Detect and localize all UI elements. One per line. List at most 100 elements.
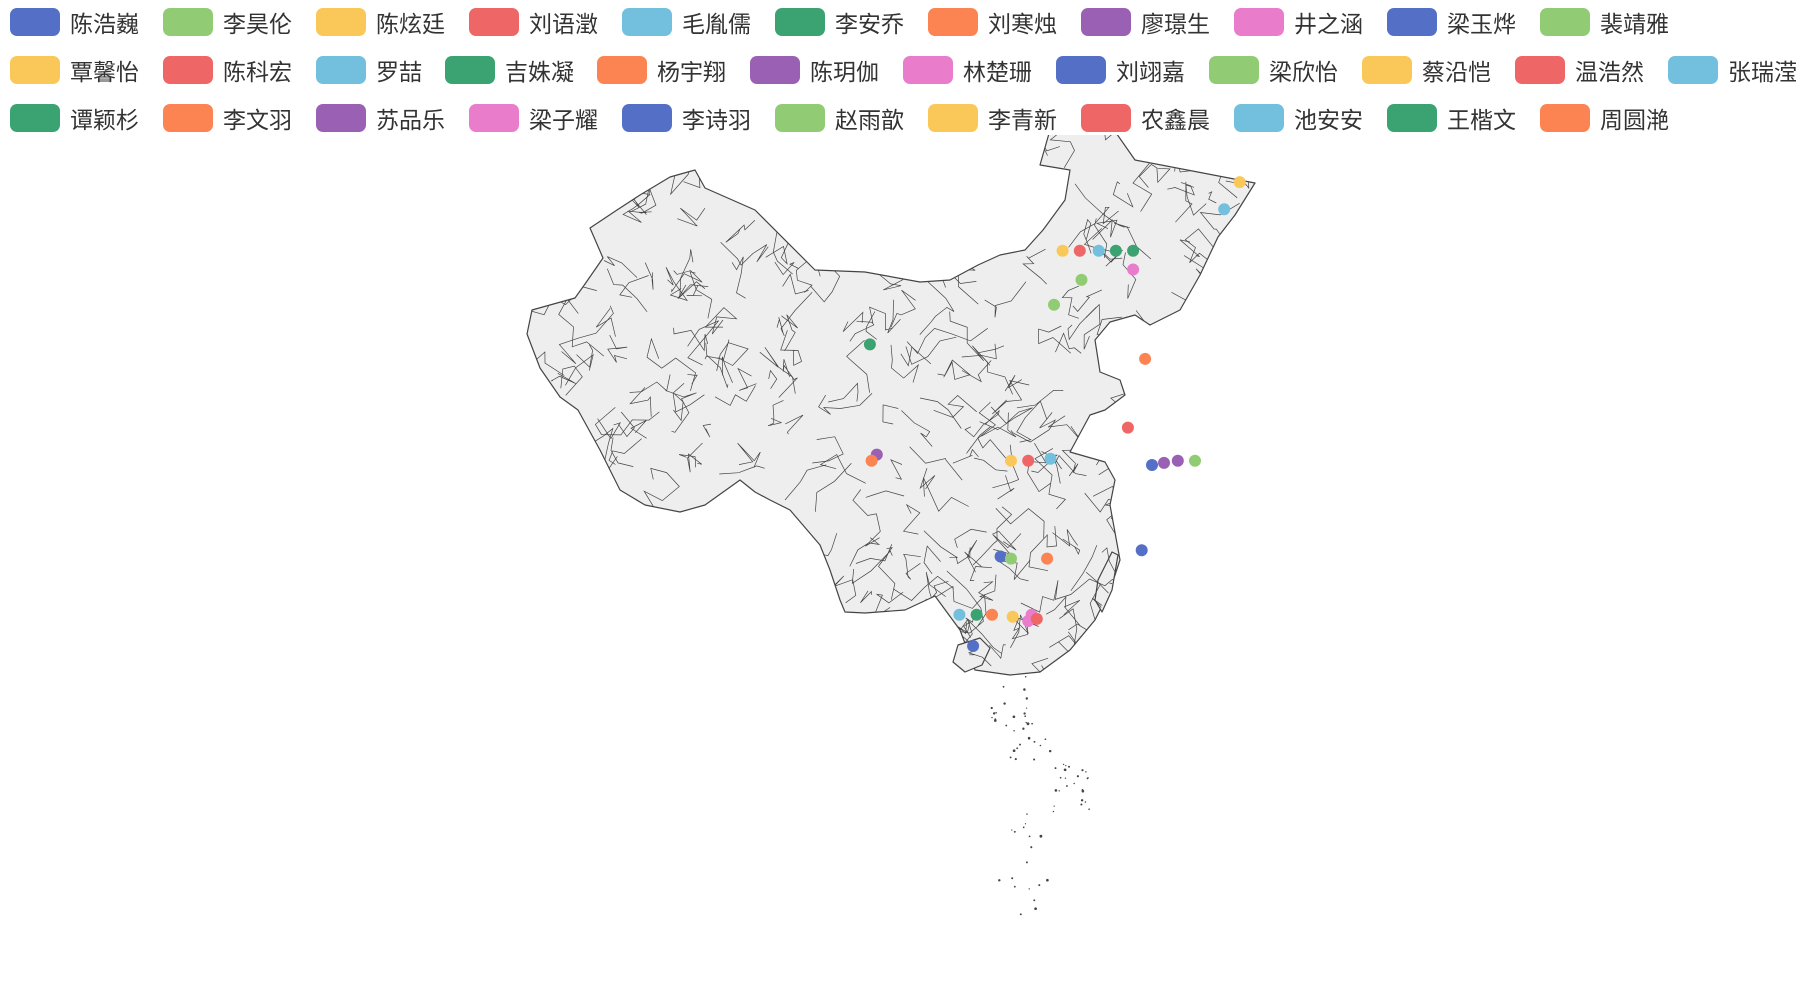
legend-label: 刘寒烛 bbox=[988, 12, 1057, 38]
county-boundary bbox=[812, 436, 844, 464]
legend-item[interactable]: 陈浩巍 bbox=[10, 5, 139, 39]
county-boundary bbox=[632, 135, 671, 155]
map-point[interactable] bbox=[1092, 244, 1105, 257]
legend-item[interactable]: 李诗羽 bbox=[622, 101, 751, 135]
map-point[interactable] bbox=[1146, 459, 1158, 471]
island-dot bbox=[992, 712, 996, 715]
county-boundary bbox=[710, 135, 745, 137]
county-boundary bbox=[1113, 593, 1145, 653]
legend-item[interactable]: 苏品乐 bbox=[316, 101, 445, 135]
legend-item[interactable]: 陈科宏 bbox=[163, 53, 292, 87]
map-point[interactable] bbox=[1109, 244, 1122, 257]
map-point[interactable] bbox=[865, 454, 878, 467]
island-dot bbox=[1005, 724, 1008, 727]
map-point[interactable] bbox=[863, 338, 876, 351]
legend-swatch bbox=[622, 104, 672, 132]
map-point[interactable] bbox=[1171, 454, 1184, 467]
legend-item[interactable]: 罗喆 bbox=[316, 53, 422, 87]
legend-item[interactable]: 林楚珊 bbox=[903, 53, 1032, 87]
county-boundary bbox=[622, 194, 651, 223]
legend-label: 陈炫廷 bbox=[376, 12, 445, 38]
county-boundary bbox=[536, 135, 570, 151]
map-point[interactable] bbox=[994, 550, 1007, 563]
map-point[interactable] bbox=[1022, 454, 1035, 467]
map-point[interactable] bbox=[1030, 612, 1043, 625]
map-point[interactable] bbox=[1127, 263, 1140, 276]
legend-item[interactable]: 吉姝凝 bbox=[445, 53, 574, 87]
legend-swatch bbox=[622, 8, 672, 36]
legend-item[interactable]: 陈炫廷 bbox=[316, 5, 445, 39]
legend-item[interactable]: 李青新 bbox=[928, 101, 1057, 135]
legend-item[interactable]: 梁玉烨 bbox=[1387, 5, 1516, 39]
county-boundary bbox=[1208, 191, 1217, 204]
legend-item[interactable]: 李昊伦 bbox=[163, 5, 292, 39]
legend-item[interactable]: 蔡沿恺 bbox=[1362, 53, 1491, 87]
legend-item[interactable]: 井之涵 bbox=[1234, 5, 1363, 39]
map-point[interactable] bbox=[1139, 352, 1152, 365]
legend-label: 李文羽 bbox=[223, 108, 292, 134]
legend-item[interactable]: 池安安 bbox=[1234, 101, 1363, 135]
county-boundary bbox=[961, 360, 992, 383]
legend-item[interactable]: 张瑞滢 bbox=[1668, 53, 1797, 87]
island-dot bbox=[1022, 727, 1025, 730]
county-boundary bbox=[1193, 438, 1223, 472]
map-point[interactable] bbox=[1189, 454, 1201, 467]
legend-item[interactable]: 王楷文 bbox=[1387, 101, 1516, 135]
legend-item[interactable]: 杨宇翔 bbox=[597, 53, 726, 87]
legend-swatch bbox=[10, 8, 60, 36]
map-point[interactable] bbox=[1073, 244, 1086, 257]
county-boundary bbox=[576, 344, 593, 368]
legend-item[interactable]: 刘寒烛 bbox=[928, 5, 1057, 39]
island-dot bbox=[1027, 736, 1031, 740]
map-point[interactable] bbox=[986, 608, 998, 621]
county-boundary bbox=[1127, 469, 1158, 503]
map-point[interactable] bbox=[1005, 552, 1017, 565]
map-point[interactable] bbox=[953, 608, 966, 621]
county-boundary bbox=[714, 385, 756, 406]
legend-item[interactable]: 刘翊嘉 bbox=[1056, 53, 1185, 87]
map-point[interactable] bbox=[1218, 203, 1231, 216]
map-point[interactable] bbox=[1158, 456, 1170, 469]
legend-label: 陈玥伽 bbox=[810, 60, 879, 86]
island-dot bbox=[1019, 913, 1022, 916]
map-point[interactable] bbox=[1041, 552, 1054, 565]
county-boundary bbox=[572, 559, 607, 591]
county-boundary bbox=[630, 420, 647, 439]
legend-item[interactable]: 梁子耀 bbox=[469, 101, 598, 135]
legend-swatch bbox=[316, 104, 366, 132]
legend-label: 梁玉烨 bbox=[1447, 12, 1516, 38]
map-point[interactable] bbox=[1121, 421, 1134, 434]
legend-item[interactable]: 梁欣怡 bbox=[1209, 53, 1338, 87]
legend-item[interactable]: 李安乔 bbox=[775, 5, 904, 39]
legend-item[interactable]: 裴靖雅 bbox=[1540, 5, 1669, 39]
map-point[interactable] bbox=[1135, 544, 1148, 557]
legend-item[interactable]: 刘语澂 bbox=[469, 5, 598, 39]
map-point[interactable] bbox=[1006, 610, 1019, 623]
map-point[interactable] bbox=[1127, 244, 1140, 257]
county-boundary bbox=[687, 320, 719, 366]
map-point[interactable] bbox=[1005, 454, 1017, 467]
legend-item[interactable]: 谭颖杉 bbox=[10, 101, 139, 135]
county-boundary bbox=[948, 163, 970, 178]
legend-item[interactable]: 覃馨怡 bbox=[10, 53, 139, 87]
map-point[interactable] bbox=[1056, 244, 1069, 257]
legend-item[interactable]: 赵雨歆 bbox=[775, 101, 904, 135]
map-point[interactable] bbox=[967, 640, 980, 652]
legend-item[interactable]: 毛胤儒 bbox=[622, 5, 751, 39]
map-point[interactable] bbox=[1075, 273, 1088, 286]
county-boundary bbox=[906, 328, 988, 355]
legend-item[interactable]: 李文羽 bbox=[163, 101, 292, 135]
map-point[interactable] bbox=[1233, 176, 1246, 189]
legend-item[interactable]: 陈玥伽 bbox=[750, 53, 879, 87]
county-boundary bbox=[1020, 169, 1036, 210]
map-point[interactable] bbox=[1044, 452, 1057, 465]
legend-swatch bbox=[1081, 104, 1131, 132]
map-point[interactable] bbox=[970, 608, 983, 621]
county-boundary bbox=[581, 151, 600, 191]
legend-item[interactable]: 廖璟生 bbox=[1081, 5, 1210, 39]
legend-item[interactable]: 温浩然 bbox=[1515, 53, 1644, 87]
map-point[interactable] bbox=[1048, 298, 1060, 311]
county-boundary bbox=[551, 533, 589, 557]
legend-item[interactable]: 农鑫晨 bbox=[1081, 101, 1210, 135]
legend-item[interactable]: 周圆滟 bbox=[1540, 101, 1669, 135]
